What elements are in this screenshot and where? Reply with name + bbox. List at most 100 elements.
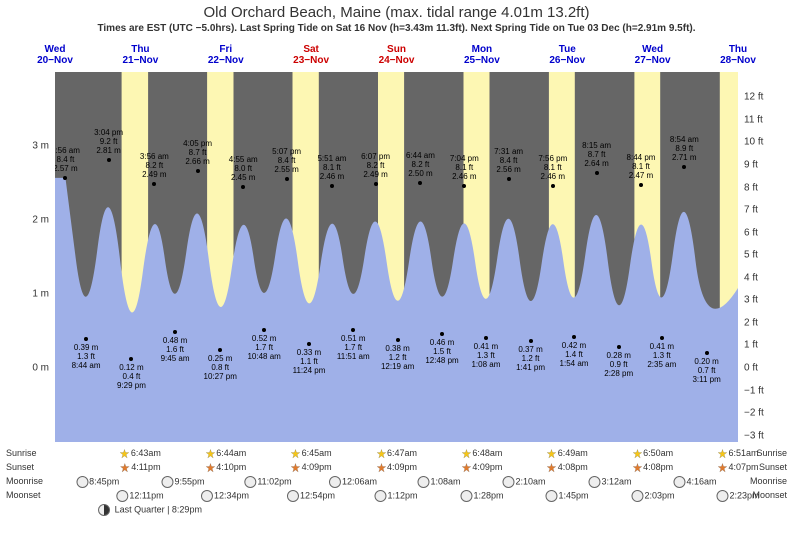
right-axis-ft: −3 ft−2 ft−1 ft0 ft1 ft2 ft3 ft4 ft5 ft6… <box>738 72 793 442</box>
high-tide-label: 7:56 pm8.1 ft2.46 m <box>538 154 567 181</box>
day-header-row: Wed20−NovThu21−NovFri22−NovSat23−NovSun2… <box>0 44 793 72</box>
ytick-ft: 10 ft <box>744 137 763 148</box>
day-header: Fri22−Nov <box>186 44 266 66</box>
tide-point <box>351 328 355 332</box>
tide-point <box>241 185 245 189</box>
tide-point <box>572 335 576 339</box>
moonrise-time: 12:06am <box>329 476 377 488</box>
tide-point <box>551 184 555 188</box>
ytick-ft: 5 ft <box>744 250 758 261</box>
moon-icon <box>201 490 213 502</box>
tide-point <box>617 345 621 349</box>
sunrise-label-l: Sunrise <box>6 448 37 458</box>
moon-icon <box>329 476 341 488</box>
low-tide-label: 0.42 m1.4 ft1:54 am <box>560 341 589 368</box>
ytick-ft: 6 ft <box>744 227 758 238</box>
high-tide-label: 7:04 pm8.1 ft2.46 m <box>450 154 479 181</box>
last-quarter-row: Last Quarter | 8:29pm <box>0 504 793 518</box>
high-tide-label: 6:07 pm8.2 ft2.49 m <box>361 152 390 179</box>
last-quarter-moon-icon <box>98 504 110 516</box>
day-header: Tue26−Nov <box>527 44 607 66</box>
tide-point <box>196 169 200 173</box>
ytick-ft: 1 ft <box>744 340 758 351</box>
sunset-time: 4:08pm <box>632 462 673 473</box>
ytick-ft: 3 ft <box>744 295 758 306</box>
tide-point <box>660 336 664 340</box>
moon-icon <box>502 476 514 488</box>
high-tide-label: 3:56 am8.2 ft2.49 m <box>140 152 169 179</box>
moon-icon <box>116 490 128 502</box>
sunrise-label-r: Sunrise <box>756 448 787 458</box>
chart-subtitle: Times are EST (UTC −5.0hrs). Last Spring… <box>0 23 793 34</box>
moonset-time: 2:23pm <box>716 490 759 502</box>
moonset-label-l: Moonset <box>6 490 41 500</box>
ytick-ft: −1 ft <box>744 385 764 396</box>
sunset-time: 4:09pm <box>461 462 502 473</box>
day-header: Wed20−Nov <box>15 44 95 66</box>
sunset-time: 4:10pm <box>205 462 246 473</box>
low-tide-label: 0.28 m0.9 ft2:28 pm <box>604 351 633 378</box>
moonrise-time: 9:55pm <box>161 476 204 488</box>
moon-icon <box>460 490 472 502</box>
moonset-time: 1:12pm <box>374 490 417 502</box>
low-tide-label: 0.39 m1.3 ft8:44 am <box>72 343 101 370</box>
tide-point <box>307 342 311 346</box>
tide-point <box>507 177 511 181</box>
tide-point <box>218 348 222 352</box>
ytick-ft: 11 ft <box>744 114 763 125</box>
moonrise-time: 1:08am <box>417 476 460 488</box>
moonset-time: 2:03pm <box>631 490 674 502</box>
low-tide-label: 0.33 m1.1 ft11:24 pm <box>293 348 326 375</box>
left-axis-m: 0 m1 m2 m3 m <box>0 72 55 442</box>
ytick-m: 2 m <box>32 215 49 226</box>
moon-icon <box>374 490 386 502</box>
high-tide-label: 5:51 am8.1 ft2.46 m <box>317 154 346 181</box>
ytick-ft: 4 ft <box>744 272 758 283</box>
sunrise-time: 6:44am <box>205 448 246 459</box>
day-header: Thu21−Nov <box>100 44 180 66</box>
moonset-time: 12:11pm <box>116 490 163 502</box>
moonrise-time: 4:16am <box>673 476 716 488</box>
ytick-ft: 12 ft <box>744 92 763 103</box>
tide-point <box>173 330 177 334</box>
moonrise-label-r: Moonrise <box>750 476 787 486</box>
tide-point <box>418 181 422 185</box>
ytick-m: 3 m <box>32 141 49 152</box>
sunset-label-l: Sunset <box>6 462 34 472</box>
header: Old Orchard Beach, Maine (max. tidal ran… <box>0 0 793 34</box>
sunset-time: 4:08pm <box>547 462 588 473</box>
moon-icon <box>588 476 600 488</box>
tide-chart-area: 2:56 am8.4 ft2.57 m0.39 m1.3 ft8:44 am3:… <box>55 72 738 442</box>
day-header: Mon25−Nov <box>442 44 522 66</box>
last-quarter-label: Last Quarter | 8:29pm <box>98 504 202 516</box>
ytick-ft: 7 ft <box>744 205 758 216</box>
tide-point <box>63 176 67 180</box>
low-tide-label: 0.12 m0.4 ft9:29 pm <box>117 363 146 390</box>
moon-icon <box>417 476 429 488</box>
sunset-time: 4:09pm <box>291 462 332 473</box>
high-tide-label: 7:31 am8.4 ft2.56 m <box>494 147 523 174</box>
moon-icon <box>161 476 173 488</box>
low-tide-label: 0.37 m1.2 ft1:41 pm <box>516 345 545 372</box>
tide-point <box>462 184 466 188</box>
sunrise-time: 6:51am <box>717 448 758 459</box>
moon-icon <box>76 476 88 488</box>
tide-point <box>440 332 444 336</box>
low-tide-label: 0.20 m0.7 ft3:11 pm <box>692 357 720 384</box>
sunset-time: 4:11pm <box>120 462 160 473</box>
moonrise-time: 8:45pm <box>76 476 119 488</box>
tide-point <box>285 177 289 181</box>
tide-svg <box>55 72 738 442</box>
sunset-time: 4:09pm <box>376 462 417 473</box>
tide-point <box>529 339 533 343</box>
sunrise-time: 6:49am <box>547 448 588 459</box>
moon-icon <box>631 490 643 502</box>
moonset-time: 12:34pm <box>201 490 249 502</box>
sunset-row: Sunset Sunset 4:11pm4:10pm4:09pm4:09pm4:… <box>0 462 793 476</box>
day-header: Thu28−Nov <box>698 44 778 66</box>
day-header: Sun24−Nov <box>357 44 437 66</box>
moonrise-row: Moonrise Moonrise 8:45pm9:55pm11:02pm12:… <box>0 476 793 490</box>
sunrise-row: Sunrise Sunrise 6:43am6:44am6:45am6:47am… <box>0 448 793 462</box>
high-tide-label: 4:05 pm8.7 ft2.66 m <box>183 139 212 166</box>
low-tide-label: 0.41 m1.3 ft2:35 am <box>647 342 676 369</box>
